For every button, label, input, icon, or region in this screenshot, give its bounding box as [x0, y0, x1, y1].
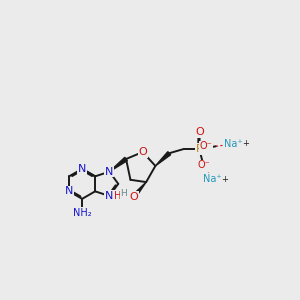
Text: N: N	[65, 186, 73, 196]
Text: N: N	[105, 167, 114, 177]
Text: O⁻: O⁻	[200, 141, 212, 151]
Text: N: N	[105, 191, 114, 201]
Text: HO: HO	[114, 191, 129, 201]
Text: +: +	[221, 175, 228, 184]
Polygon shape	[132, 182, 146, 198]
Text: NH₂: NH₂	[73, 208, 92, 218]
Text: +: +	[242, 140, 249, 148]
Polygon shape	[110, 157, 127, 172]
Text: O: O	[138, 147, 147, 157]
Text: N: N	[78, 164, 86, 174]
Text: O: O	[195, 128, 204, 137]
Text: P: P	[196, 144, 203, 154]
Text: Na⁺: Na⁺	[203, 174, 222, 184]
Text: Na⁺: Na⁺	[224, 139, 243, 149]
Text: H: H	[120, 189, 127, 198]
Text: O⁻: O⁻	[197, 160, 210, 170]
Text: O: O	[129, 192, 138, 202]
Polygon shape	[155, 152, 171, 166]
